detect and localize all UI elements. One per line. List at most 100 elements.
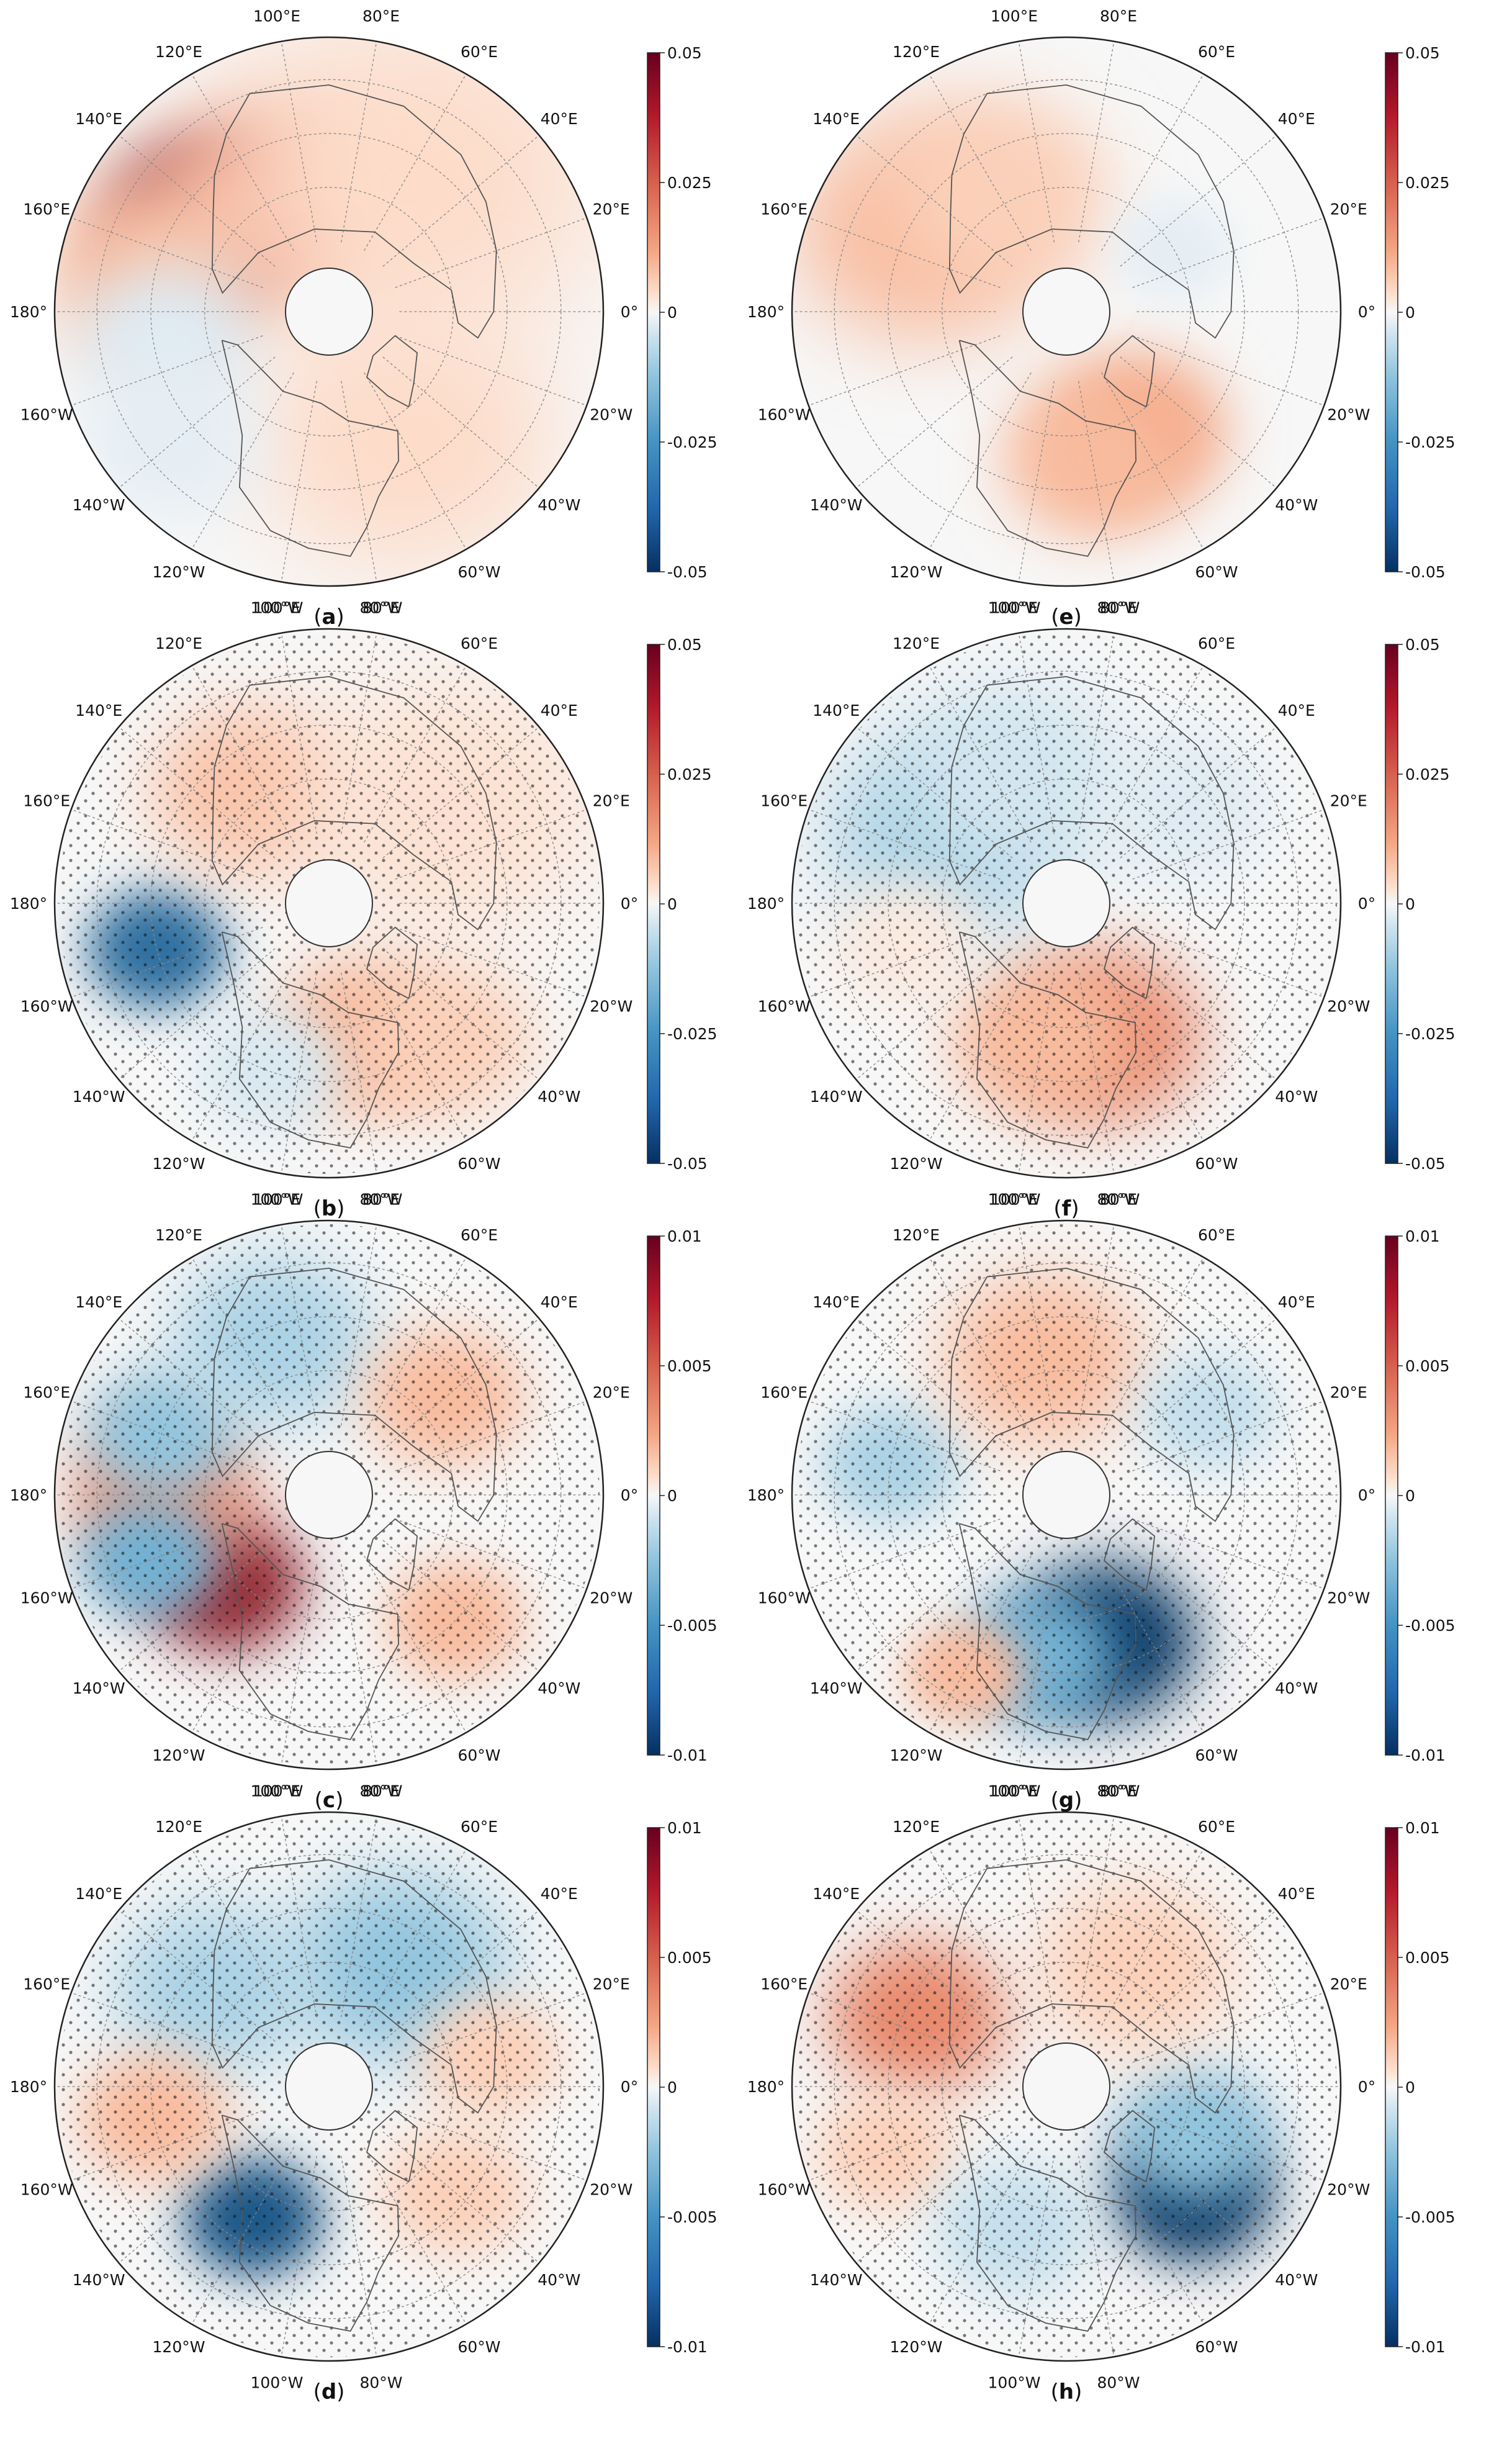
lon-label-e-16: 140°E <box>812 110 860 128</box>
colorbar-label-h-2: 0 <box>1405 2078 1415 2096</box>
caption-close-e: ) <box>1074 605 1082 630</box>
lon-label-e-4: 20°E <box>1330 201 1367 219</box>
lon-label-e-17: 120°E <box>893 43 940 61</box>
coastlines-h <box>948 1859 1235 2332</box>
colorbar-label-a-0: 0.05 <box>667 44 702 62</box>
lon-label-h-1: 80°E <box>1100 1782 1137 1800</box>
lon-label-h-11: 120°W <box>890 2338 943 2356</box>
lon-label-c-5: 0° <box>621 1486 638 1504</box>
lon-label-d-14: 180° <box>10 2078 47 2096</box>
panel-a: 100°E 80°E 60°E 40°E 20°E 0° 20°W 40°W 60°W 80°W 1… <box>10 7 718 630</box>
lon-labels-a: 100°E 80°E 60°E 40°E 20°E 0° 20°W 40°W 60°W 80°W 1… <box>10 7 638 616</box>
lon-label-e-9: 80°W <box>1097 599 1140 617</box>
lon-label-b-5: 0° <box>621 895 638 913</box>
lon-label-c-13: 160°W <box>20 1589 73 1607</box>
lon-label-d-1: 80°E <box>362 1782 400 1800</box>
colorbar-label-b-4: -0.05 <box>667 1155 708 1173</box>
lon-label-a-9: 80°W <box>359 599 402 617</box>
coastlines-b <box>211 675 497 1149</box>
lon-label-d-11: 120°W <box>153 2338 205 2356</box>
lon-label-e-15: 160°E <box>760 201 808 219</box>
colorbar-c: 0.01 0.005 0 -0.005 -0.01 <box>647 1227 718 1764</box>
lon-label-f-8: 60°W <box>1195 1155 1238 1173</box>
graticule-c <box>55 1221 603 1769</box>
caption-b: (b) <box>313 1196 345 1221</box>
colorbar-b: 0.05 0.025 0 -0.025 -0.05 <box>647 636 718 1173</box>
colorbar-label-a-4: -0.05 <box>667 563 708 581</box>
lon-label-b-3: 40°E <box>541 702 578 720</box>
lon-label-a-8: 60°W <box>457 563 500 581</box>
panel-h: 100°E 80°E 60°E 40°E 20°E 0° 20°W 40°W 60°W 80°W 1… <box>747 1782 1456 2404</box>
lon-labels-b: 100°E 80°E 60°E 40°E 20°E 0° 20°W 40°W 60°W 80°W 1… <box>10 598 638 1208</box>
lon-label-b-7: 40°W <box>538 1088 580 1106</box>
lon-label-g-5: 0° <box>1358 1486 1375 1504</box>
caption-open-b: ( <box>313 1196 322 1221</box>
colorbar-label-g-0: 0.01 <box>1405 1227 1440 1245</box>
lon-label-c-12: 140°W <box>73 1679 125 1697</box>
colorbar-gradient-d <box>647 1827 660 2347</box>
lon-labels-g: 100°E 80°E 60°E 40°E 20°E 0° 20°W 40°W 60°W 80°W 1… <box>747 1190 1375 1800</box>
lon-label-e-13: 160°W <box>758 406 811 424</box>
lon-label-b-10: 100°W <box>251 1191 304 1209</box>
coastlines-d <box>211 1859 497 2332</box>
colorbar-label-f-4: -0.05 <box>1405 1155 1446 1173</box>
colorbar-label-e-0: 0.05 <box>1405 44 1440 62</box>
lon-label-b-12: 140°W <box>73 1088 125 1106</box>
lon-label-g-14: 180° <box>747 1486 785 1504</box>
colorbar-label-e-4: -0.05 <box>1405 563 1446 581</box>
lon-label-h-5: 0° <box>1358 2078 1375 2096</box>
colorbar-label-d-2: 0 <box>667 2078 677 2096</box>
caption-close-c: ) <box>335 1788 343 1813</box>
colorbar-g: 0.01 0.005 0 -0.005 -0.01 <box>1385 1227 1456 1764</box>
lon-labels-d: 100°E 80°E 60°E 40°E 20°E 0° 20°W 40°W 60°W 80°W 1… <box>10 1782 638 2391</box>
caption-c: (c) <box>315 1788 344 1813</box>
lon-label-h-15: 160°E <box>760 1975 808 1993</box>
lon-label-f-7: 40°W <box>1275 1088 1318 1106</box>
caption-open-e: ( <box>1051 605 1059 630</box>
lon-label-a-10: 100°W <box>251 599 304 617</box>
panel-b: 100°E 80°E 60°E 40°E 20°E 0° 20°W 40°W 60°W 80°W 1… <box>10 598 718 1221</box>
lon-label-h-16: 140°E <box>812 1885 860 1903</box>
colorbar-label-c-0: 0.01 <box>667 1227 702 1245</box>
lon-label-a-2: 60°E <box>461 43 498 61</box>
lon-label-h-9: 80°W <box>1097 2374 1140 2392</box>
lon-label-e-0: 100°E <box>991 7 1038 25</box>
lon-label-d-17: 120°E <box>155 1818 202 1836</box>
graticule-d <box>55 1812 603 2361</box>
lon-label-b-2: 60°E <box>461 634 498 652</box>
pole-hole-h <box>1022 2042 1110 2131</box>
colorbar-label-c-2: 0 <box>667 1487 677 1505</box>
lon-label-h-10: 100°W <box>988 2374 1041 2392</box>
lon-label-d-15: 160°E <box>23 1975 70 1993</box>
lon-label-g-16: 140°E <box>812 1293 860 1311</box>
colorbar-label-a-3: -0.025 <box>667 433 718 451</box>
caption-letter-c: c <box>323 1788 335 1813</box>
lon-label-c-11: 120°W <box>153 1746 205 1764</box>
caption-letter-f: f <box>1062 1196 1072 1221</box>
lon-label-g-4: 20°E <box>1330 1384 1367 1402</box>
anomaly-e-3 <box>888 99 1107 286</box>
map-boundary-e <box>791 36 1342 587</box>
lon-label-f-10: 100°W <box>988 1191 1041 1209</box>
lon-label-c-6: 20°W <box>590 1589 632 1607</box>
lon-label-e-12: 140°W <box>810 496 863 514</box>
lon-label-f-11: 120°W <box>890 1155 943 1173</box>
lon-label-b-11: 120°W <box>153 1155 205 1173</box>
colorbar-label-e-1: 0.025 <box>1405 174 1450 192</box>
colorbar-gradient-h <box>1385 1827 1398 2347</box>
lon-label-e-11: 120°W <box>890 563 943 581</box>
panel-g: 100°E 80°E 60°E 40°E 20°E 0° 20°W 40°W 60°W 80°W 1… <box>747 1190 1456 1813</box>
lon-label-e-7: 40°W <box>1275 496 1318 514</box>
lon-label-g-3: 40°E <box>1278 1293 1315 1311</box>
caption-close-f: ) <box>1071 1196 1079 1221</box>
lon-label-e-6: 20°W <box>1327 406 1370 424</box>
lon-label-a-3: 40°E <box>541 110 578 128</box>
caption-d: (d) <box>313 2380 345 2404</box>
map-boundary-a <box>53 36 605 587</box>
lon-label-f-5: 0° <box>1358 895 1375 913</box>
lon-label-h-17: 120°E <box>893 1818 940 1836</box>
pole-hole-g <box>1022 1451 1110 1539</box>
colorbar-gradient-e <box>1385 52 1398 572</box>
lon-label-e-1: 80°E <box>1100 7 1137 25</box>
